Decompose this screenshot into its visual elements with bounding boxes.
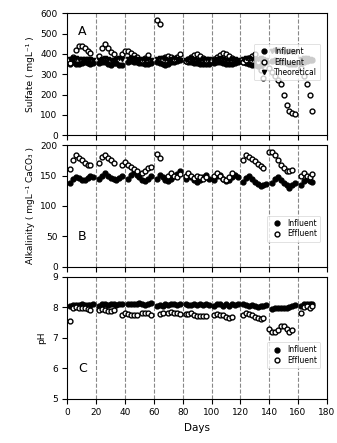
Y-axis label: pH: pH <box>37 331 47 344</box>
X-axis label: Days: Days <box>184 423 210 433</box>
Text: C: C <box>78 362 87 375</box>
Legend: Influent, Effluent: Influent, Effluent <box>267 216 320 241</box>
Legend: Influent, Effluent, Theoretical: Influent, Effluent, Theoretical <box>254 44 320 80</box>
Y-axis label: Alkalinity ( mgL⁻¹ CaCO₃ ): Alkalinity ( mgL⁻¹ CaCO₃ ) <box>26 148 35 264</box>
Legend: Influent, Effluent: Influent, Effluent <box>267 342 320 368</box>
Y-axis label: Sulfate ( mgL⁻¹ ): Sulfate ( mgL⁻¹ ) <box>26 36 35 112</box>
Text: B: B <box>78 230 86 243</box>
Text: A: A <box>78 25 86 38</box>
